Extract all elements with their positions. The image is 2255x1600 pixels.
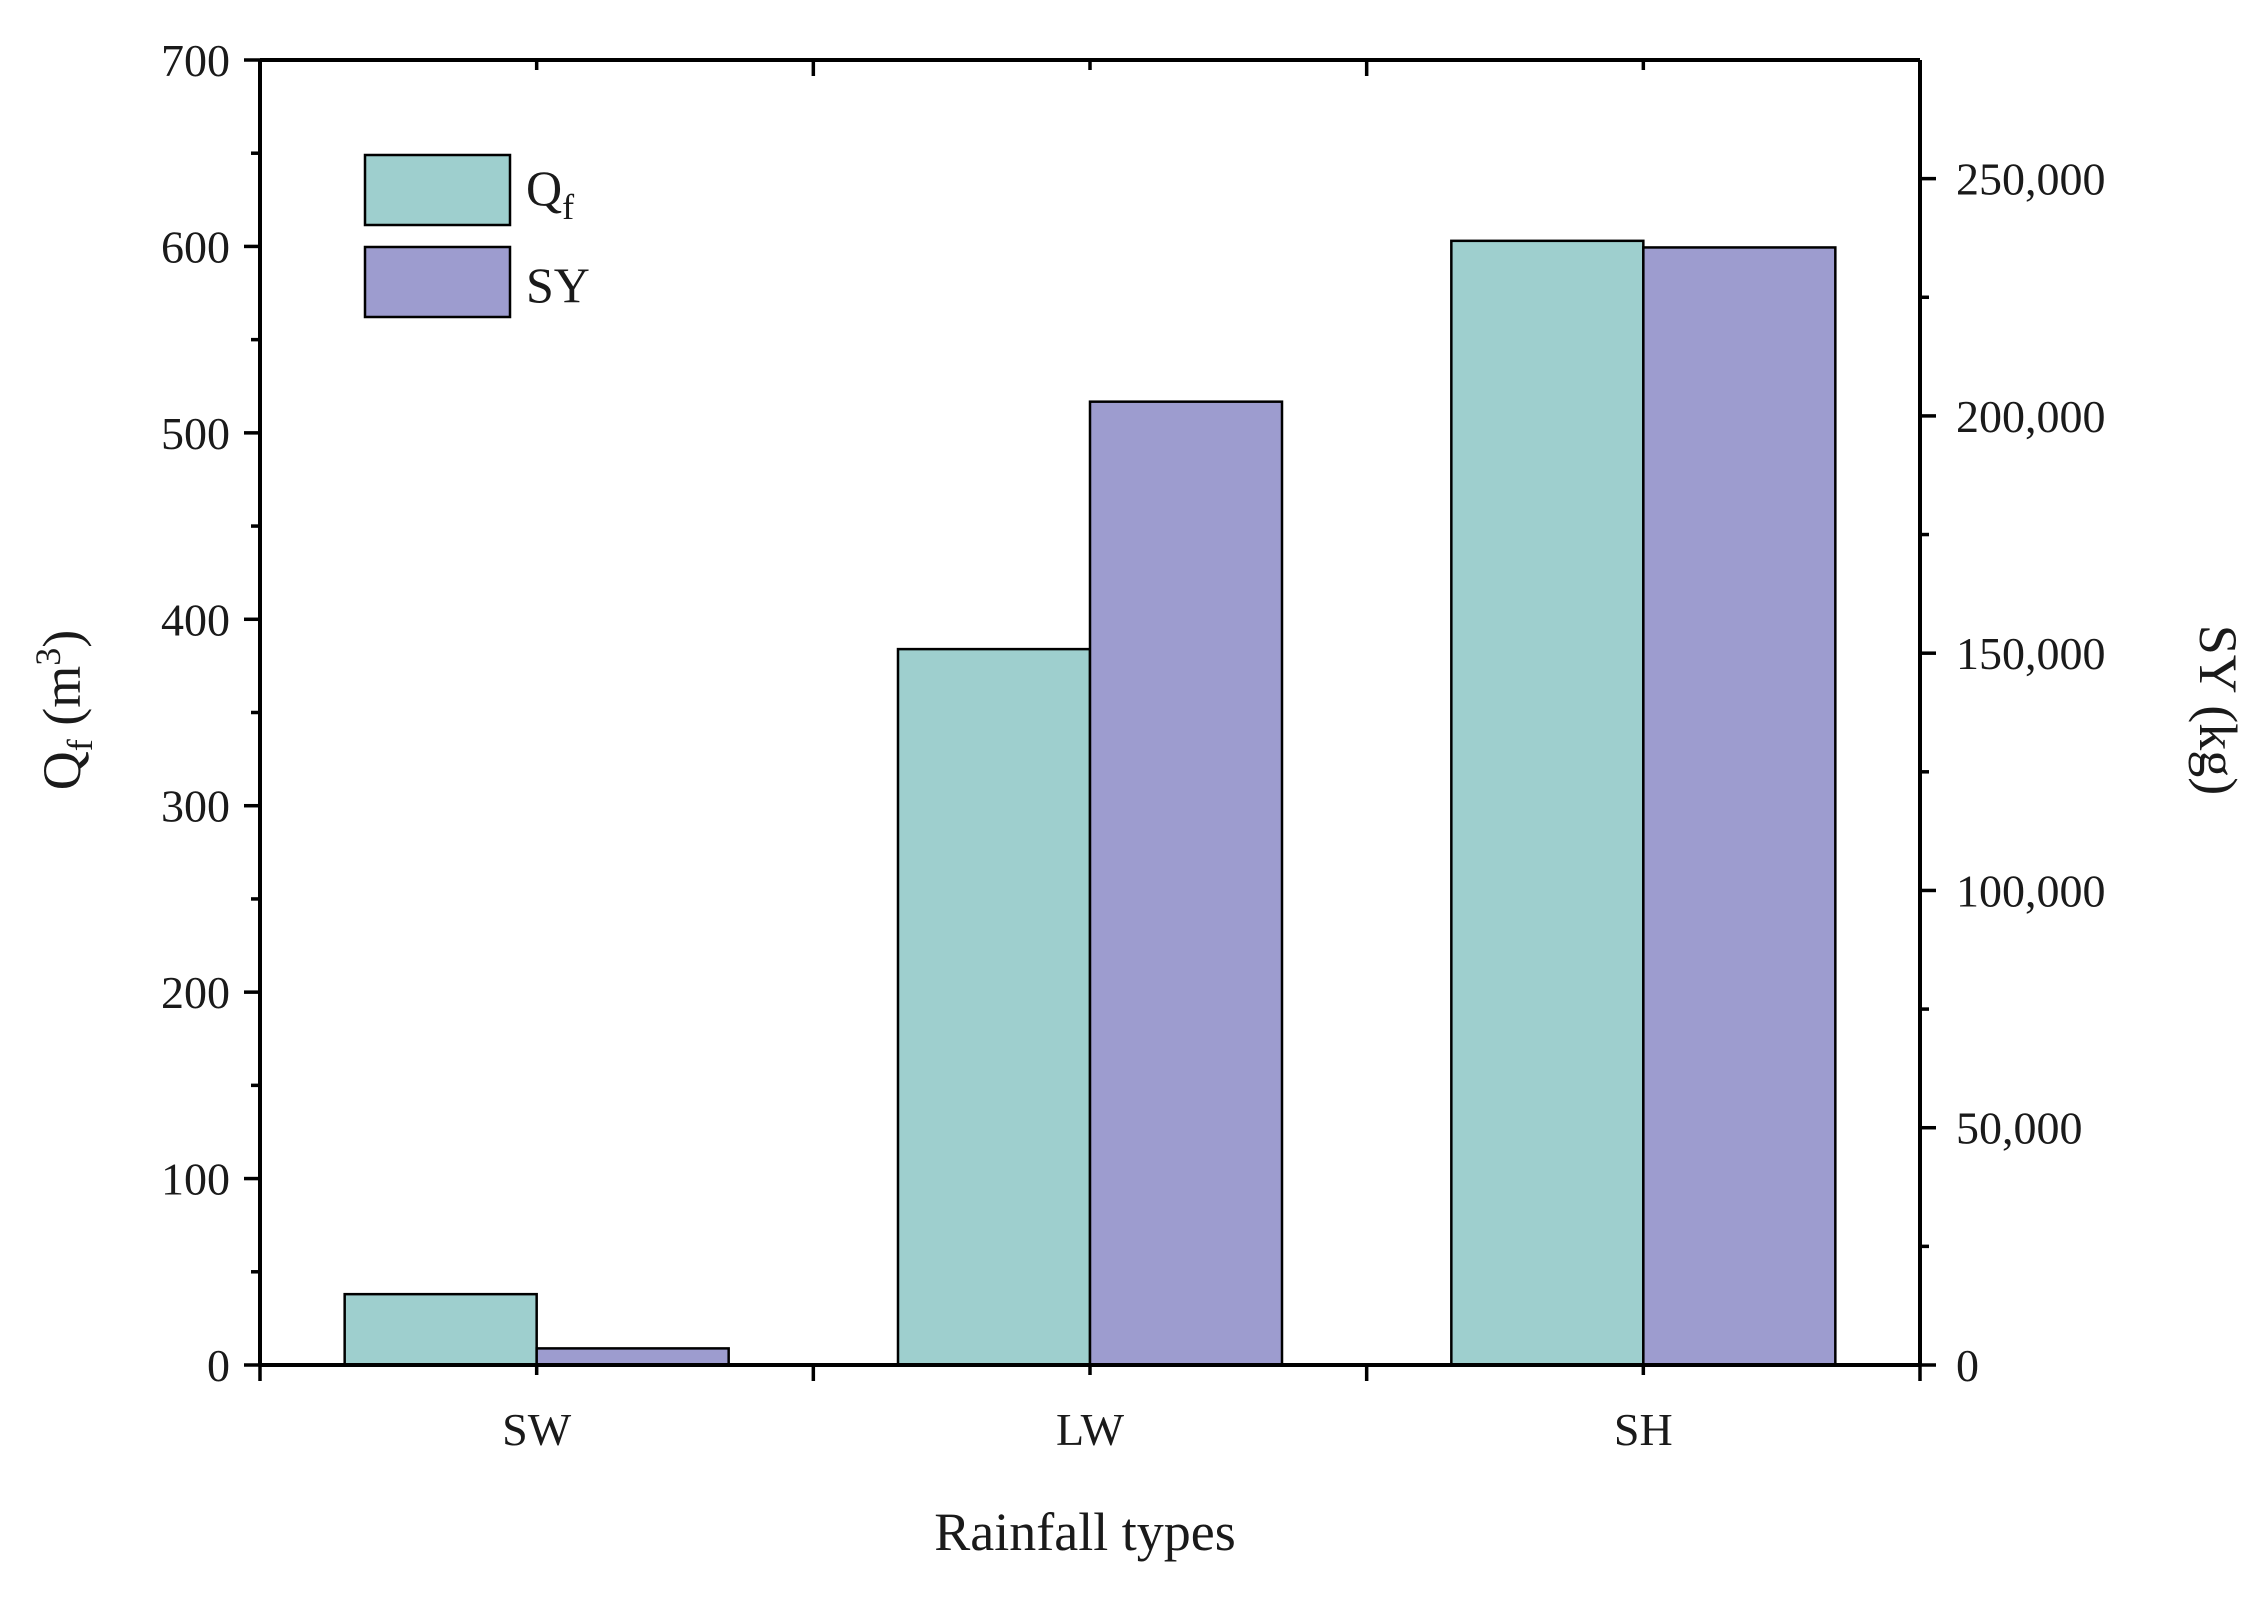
y-tick-label-left-100: 100 — [161, 1154, 230, 1205]
y-tick-label-right-200000: 200,000 — [1956, 391, 2106, 442]
x-tick-label-sh: SH — [1614, 1404, 1673, 1455]
y-axis-title-right: SY (kg) — [2188, 625, 2248, 796]
y-tick-label-left-0: 0 — [207, 1340, 230, 1391]
labels-group: SW LW SH 0 100 200 300 400 500 600 700 0 50,000 100,0… — [161, 35, 2106, 1455]
y-tick-label-right-150000: 150,000 — [1956, 628, 2106, 679]
y-tick-label-right-0: 0 — [1956, 1340, 1979, 1391]
legend-swatch-qf — [363, 153, 512, 227]
y-tick-label-right-250000: 250,000 — [1956, 154, 2106, 205]
ticks-group — [244, 58, 1936, 1381]
bar-sy-lw — [1088, 400, 1284, 1367]
y-axis-title-sub: f — [60, 739, 100, 751]
legend-label-sy: SY — [526, 257, 590, 313]
y-tick-label-left-200: 200 — [161, 967, 230, 1018]
y-tick-label-right-100000: 100,000 — [1956, 865, 2106, 916]
x-tick-label-sw: SW — [502, 1404, 572, 1455]
y-tick-label-left-400: 400 — [161, 594, 230, 645]
y-axis-title-sup: 3 — [28, 648, 68, 666]
y-tick-label-right-50000: 50,000 — [1956, 1103, 2083, 1154]
bar-q-sw — [343, 1292, 538, 1367]
y-tick-label-left-600: 600 — [161, 221, 230, 272]
y-tick-label-left-700: 700 — [161, 35, 230, 86]
y-tick-label-left-300: 300 — [161, 781, 230, 832]
bar-q-lw — [896, 647, 1092, 1367]
bar-sy-sw — [535, 1347, 730, 1367]
bar-q-sh — [1450, 239, 1645, 1367]
legend-swatch-sy — [363, 245, 512, 319]
legend: Qf SY — [363, 153, 590, 319]
x-axis-title: Rainfall types — [934, 1502, 1235, 1562]
bars-group — [343, 239, 1837, 1367]
legend-label-qf: Qf — [526, 160, 574, 227]
y-tick-label-left-500: 500 — [161, 408, 230, 459]
y-axis-title-end: ) — [32, 630, 92, 648]
y-axis-title-mid: (m — [32, 666, 92, 740]
x-tick-label-lw: LW — [1056, 1404, 1125, 1455]
y-axis-title-main: Q — [32, 751, 92, 790]
y-axis-title-left: Qf (m3) — [28, 630, 100, 790]
bar-sy-sh — [1642, 246, 1837, 1367]
